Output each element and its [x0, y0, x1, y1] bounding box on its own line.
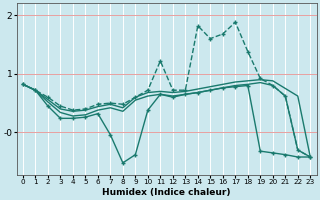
X-axis label: Humidex (Indice chaleur): Humidex (Indice chaleur): [102, 188, 231, 197]
